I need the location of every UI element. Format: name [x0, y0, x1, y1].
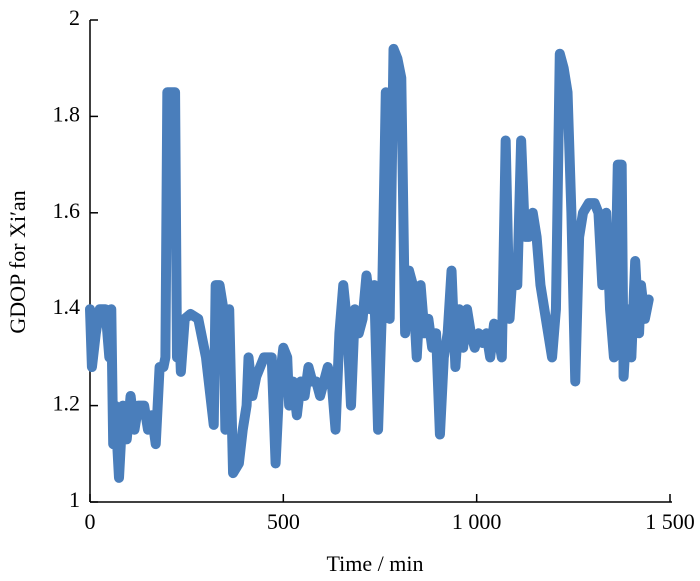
data-line	[85, 43, 654, 483]
y-tick-label: 1	[69, 487, 80, 512]
y-tick-label: 1.4	[53, 294, 81, 319]
x-tick-label: 0	[85, 509, 96, 534]
y-tick-label: 1.2	[53, 391, 81, 416]
x-axis-label: Time / min	[327, 551, 424, 576]
x-tick-label: 1 000	[452, 509, 502, 534]
y-tick-label: 2	[69, 5, 80, 30]
x-tick-label: 1 500	[645, 509, 695, 534]
y-axis-label: GDOP for Xi′an	[5, 190, 30, 333]
x-tick-label: 500	[267, 509, 300, 534]
y-tick-label: 1.6	[53, 198, 81, 223]
y-tick-label: 1.8	[53, 101, 81, 126]
